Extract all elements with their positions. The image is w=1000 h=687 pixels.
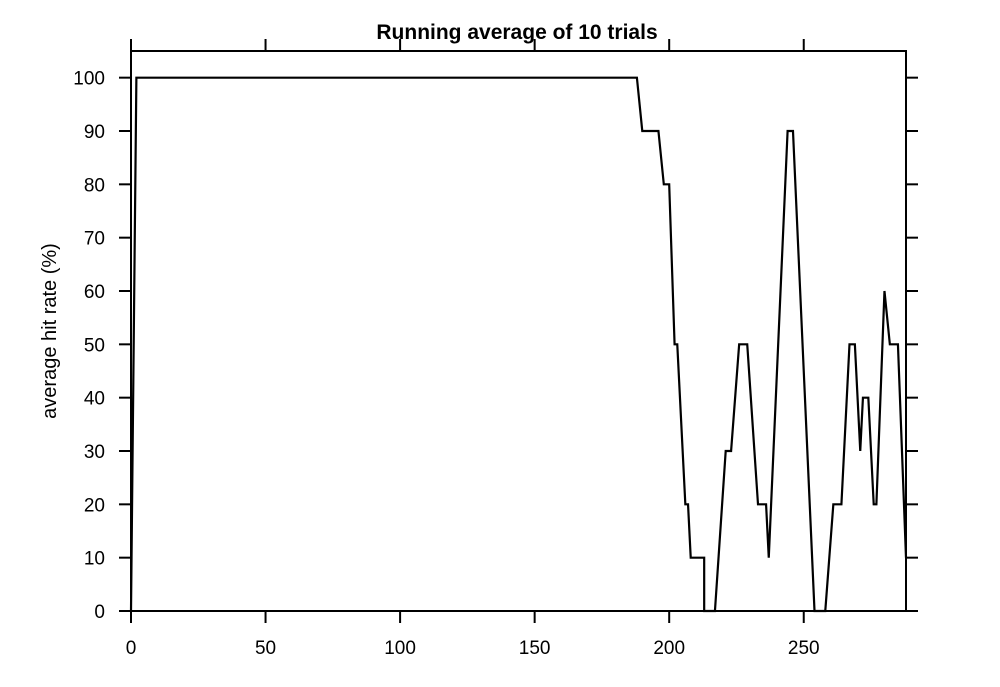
y-tick-label: 40 [84, 389, 105, 410]
y-tick-label: 10 [84, 549, 105, 570]
y-tick-label: 100 [73, 69, 105, 90]
x-tick-label: 150 [519, 638, 551, 659]
y-tick-label: 50 [84, 335, 105, 356]
y-tick-label: 0 [94, 602, 105, 623]
y-tick-label: 80 [84, 175, 105, 196]
x-tick-label: 50 [255, 638, 276, 659]
series-line [129, 76, 908, 613]
chart-title: Running average of 10 trials [376, 21, 657, 44]
tick-labels: 0 50 100 150 200 250 0 10 20 30 40 50 60 70 80 90 100 [73, 69, 819, 659]
axis-ticks [119, 39, 918, 623]
x-tick-label: 200 [653, 638, 685, 659]
series-group [129, 76, 908, 613]
x-tick-label: 0 [126, 638, 137, 659]
y-tick-label: 90 [84, 122, 105, 143]
y-axis-label: average hit rate (%) [39, 243, 61, 419]
y-tick-label: 30 [84, 442, 105, 463]
plot-frame [130, 50, 907, 612]
y-tick-label: 60 [84, 282, 105, 303]
y-tick-label: 70 [84, 229, 105, 250]
x-tick-label: 100 [384, 638, 416, 659]
x-tick-label: 250 [788, 638, 820, 659]
y-tick-label: 20 [84, 495, 105, 516]
